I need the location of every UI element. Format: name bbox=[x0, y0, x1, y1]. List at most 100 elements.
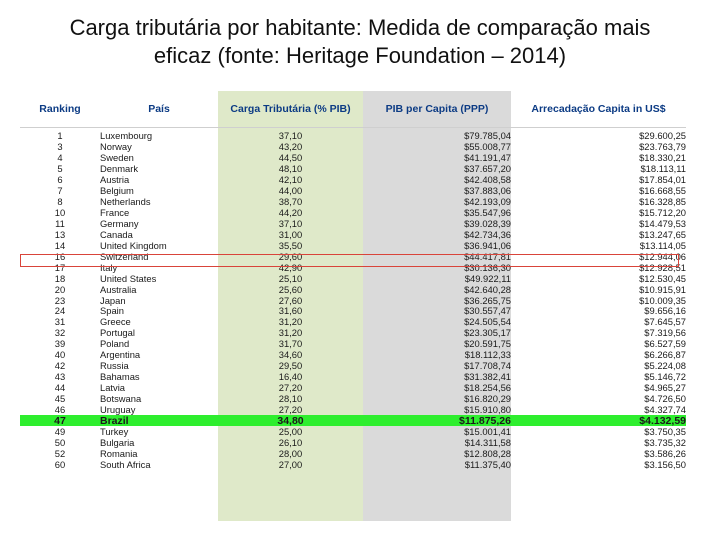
table-row: 44 Latvia 27,20 $18.254,56 $4.965,27 bbox=[20, 383, 686, 394]
table-row: 10 France 44,20 $35.547,96 $15.712,20 bbox=[20, 208, 686, 219]
cell-country: Romania bbox=[100, 448, 138, 459]
cell-arrecadacao: $14.479,53 bbox=[639, 218, 686, 229]
table-row: 23 Japan 27,60 $36.265,75 $10.009,35 bbox=[20, 295, 686, 306]
header-ranking: Ranking bbox=[39, 103, 81, 115]
cell-ranking: 17 bbox=[54, 262, 66, 273]
cell-arrecadacao: $12.530,45 bbox=[639, 273, 686, 284]
table-row: 7 Belgium 44,00 $37.883,06 $16.668,55 bbox=[20, 186, 686, 197]
cell-pib-per-capita: $23.305,17 bbox=[464, 327, 511, 339]
cell-carga-tributaria: 26,10 bbox=[278, 437, 303, 448]
cell-ranking: 43 bbox=[54, 371, 66, 383]
cell-country: Brazil bbox=[100, 415, 218, 427]
cell-ranking: 50 bbox=[54, 437, 66, 448]
cell-pib-per-capita: $11.875,26 bbox=[363, 415, 511, 427]
cell-arrecadacao: $7.645,57 bbox=[644, 316, 686, 328]
cell-pib-per-capita: $18.112,33 bbox=[464, 349, 511, 361]
cell-arrecadacao: $29.600,25 bbox=[639, 131, 686, 142]
cell-arrecadacao: $4.726,50 bbox=[644, 393, 686, 404]
cell-ranking: 39 bbox=[54, 338, 66, 350]
cell-country: United States bbox=[100, 273, 157, 284]
cell-pib-per-capita: $39.028,39 bbox=[464, 218, 511, 229]
cell-arrecadacao: $7.319,56 bbox=[644, 327, 686, 339]
cell-ranking: 5 bbox=[57, 163, 63, 175]
cell-pib-per-capita: $11.375,40 bbox=[464, 459, 511, 470]
cell-pib-per-capita: $30.136,30 bbox=[464, 262, 511, 273]
cell-carga-tributaria: 43,20 bbox=[278, 141, 303, 153]
cell-ranking: 14 bbox=[54, 240, 66, 251]
cell-ranking: 47 bbox=[20, 415, 100, 427]
table-row: 13 Canada 31,00 $42.734,36 $13.247,65 bbox=[20, 229, 686, 240]
cell-carga-tributaria: 37,10 bbox=[278, 218, 303, 229]
cell-arrecadacao: $15.712,20 bbox=[639, 207, 686, 219]
table-row: 42 Russia 29,50 $17.708,74 $5.224,08 bbox=[20, 361, 686, 372]
cell-country: South Africa bbox=[100, 459, 151, 470]
cell-country: Austria bbox=[100, 174, 130, 186]
header-carga-tributaria: Carga Tributária (% PIB) bbox=[230, 103, 351, 115]
cell-arrecadacao: $13.114,05 bbox=[639, 240, 686, 251]
cell-arrecadacao: $3.750,35 bbox=[644, 426, 686, 437]
header-arrecadacao: Arrecadação Capita in US$ bbox=[531, 103, 666, 115]
cell-ranking: 42 bbox=[54, 360, 66, 372]
cell-pib-per-capita: $30.557,47 bbox=[464, 306, 511, 317]
table-row: 8 Netherlands 38,70 $42.193,09 $16.328,85 bbox=[20, 197, 686, 208]
cell-country: Luxembourg bbox=[100, 131, 153, 142]
cell-pib-per-capita: $24.505,54 bbox=[464, 316, 511, 328]
cell-pib-per-capita: $37.657,20 bbox=[464, 163, 511, 175]
cell-carga-tributaria: 28,10 bbox=[278, 393, 303, 404]
cell-arrecadacao: $3.735,32 bbox=[644, 437, 686, 448]
cell-country: Argentina bbox=[100, 349, 141, 361]
cell-arrecadacao: $23.763,79 bbox=[639, 141, 686, 153]
cell-pib-per-capita: $49.922,11 bbox=[464, 273, 511, 284]
cell-carga-tributaria: 44,50 bbox=[278, 152, 303, 164]
cell-ranking: 49 bbox=[54, 426, 66, 437]
table-row: 40 Argentina 34,60 $18.112,33 $6.266,87 bbox=[20, 350, 686, 361]
cell-pib-per-capita: $14.311,58 bbox=[464, 437, 511, 448]
table-row: 47 Brazil 34,80 $11.875,26 $4.132,59 bbox=[20, 415, 686, 427]
cell-ranking: 13 bbox=[54, 229, 66, 240]
cell-ranking: 60 bbox=[54, 459, 66, 470]
cell-ranking: 52 bbox=[54, 448, 66, 459]
slide-title-line-2: eficaz (fonte: Heritage Foundation – 201… bbox=[153, 43, 567, 68]
cell-country: Poland bbox=[100, 338, 130, 350]
carga-column-shading bbox=[218, 91, 363, 521]
cell-country: Italy bbox=[100, 262, 118, 273]
cell-carga-tributaria: 44,20 bbox=[278, 207, 303, 219]
table-row: 17 Italy 42,90 $30.136,30 $12.928,51 bbox=[20, 262, 686, 273]
cell-pib-per-capita: $20.591,75 bbox=[464, 338, 511, 350]
table-row: 4 Sweden 44,50 $41.191,47 $18.330,21 bbox=[20, 153, 686, 164]
cell-arrecadacao: $6.527,59 bbox=[644, 338, 686, 350]
cell-arrecadacao: $4.965,27 bbox=[644, 382, 686, 394]
cell-pib-per-capita: $44.417,81 bbox=[464, 251, 511, 262]
cell-arrecadacao: $18.113,11 bbox=[640, 163, 686, 175]
cell-ranking: 20 bbox=[54, 284, 66, 295]
cell-pib-per-capita: $31.382,41 bbox=[464, 371, 511, 383]
cell-ranking: 1 bbox=[57, 131, 63, 142]
cell-country: France bbox=[100, 207, 130, 219]
cell-ranking: 6 bbox=[57, 174, 63, 186]
cell-carga-tributaria: 31,60 bbox=[278, 306, 303, 317]
cell-ranking: 24 bbox=[54, 306, 66, 317]
cell-carga-tributaria: 27,60 bbox=[278, 295, 303, 306]
cell-pib-per-capita: $12.808,28 bbox=[464, 448, 511, 459]
cell-country: Portugal bbox=[100, 327, 135, 339]
cell-carga-tributaria: 48,10 bbox=[278, 163, 303, 175]
cell-ranking: 11 bbox=[55, 218, 65, 229]
table-row: 3 Norway 43,20 $55.008,77 $23.763,79 bbox=[20, 142, 686, 153]
cell-pib-per-capita: $42.640,28 bbox=[464, 284, 511, 295]
cell-country: Russia bbox=[100, 360, 129, 372]
cell-pib-per-capita: $42.193,09 bbox=[464, 196, 511, 208]
cell-ranking: 8 bbox=[57, 196, 63, 208]
cell-pib-per-capita: $79.785,04 bbox=[464, 131, 511, 142]
cell-pib-per-capita: $36.941,06 bbox=[464, 240, 511, 251]
cell-carga-tributaria: 34,80 bbox=[218, 415, 363, 427]
table-row: 20 Australia 25,60 $42.640,28 $10.915,91 bbox=[20, 284, 686, 295]
cell-carga-tributaria: 31,70 bbox=[278, 338, 303, 350]
table-row: 52 Romania 28,00 $12.808,28 $3.586,26 bbox=[20, 448, 686, 459]
cell-carga-tributaria: 16,40 bbox=[278, 371, 303, 383]
cell-country: Latvia bbox=[100, 382, 126, 394]
table-row: 16 Switzerland 29,60 $44.417,81 $12.944,06 bbox=[20, 251, 686, 262]
cell-pib-per-capita: $37.883,06 bbox=[464, 185, 511, 197]
tax-ranking-table: Ranking País Carga Tributária (% PIB) PI… bbox=[20, 91, 686, 521]
united-kingdom-highlight-box bbox=[20, 254, 679, 267]
cell-country: Turkey bbox=[100, 426, 129, 437]
